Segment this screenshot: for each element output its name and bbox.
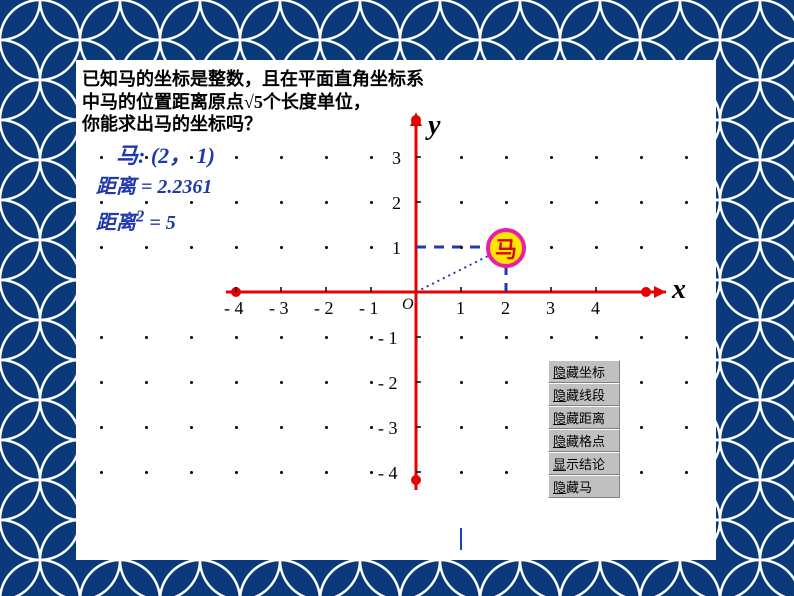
button-group: 隐藏坐标隐藏线段隐藏距离隐藏格点显示结论隐藏马 — [548, 360, 620, 498]
toggle-button-0[interactable]: 隐藏坐标 — [548, 360, 620, 383]
xtick: - 2 — [314, 298, 334, 319]
origin-label: O — [402, 296, 414, 314]
toggle-button-2[interactable]: 隐藏距离 — [548, 406, 620, 429]
x-axis-label: x — [672, 274, 686, 306]
ytick: 3 — [392, 148, 401, 169]
toggle-button-1[interactable]: 隐藏线段 — [548, 383, 620, 406]
ytick: - 3 — [378, 418, 398, 439]
xtick: 2 — [501, 298, 510, 319]
ytick: 2 — [392, 193, 401, 214]
xtick: 4 — [591, 298, 600, 319]
xtick: 3 — [546, 298, 555, 319]
xtick: - 3 — [269, 298, 289, 319]
toggle-button-3[interactable]: 隐藏格点 — [548, 429, 620, 452]
ytick: - 2 — [378, 373, 398, 394]
ytick: - 4 — [378, 463, 398, 484]
xtick: - 1 — [359, 298, 379, 319]
toggle-button-5[interactable]: 隐藏马 — [548, 475, 620, 498]
toggle-button-4[interactable]: 显示结论 — [548, 452, 620, 475]
content-panel: 已知马的坐标是整数，且在平面直角坐标系 中马的位置距离原点√5个长度单位， 你能… — [76, 60, 716, 560]
ytick: 1 — [392, 238, 401, 259]
ytick: - 1 — [378, 328, 398, 349]
coordinate-plane — [76, 60, 716, 560]
xtick: - 4 — [224, 298, 244, 319]
text-cursor — [460, 528, 462, 550]
xtick: 1 — [456, 298, 465, 319]
y-axis-label: y — [428, 110, 440, 142]
horse-marker-text: 马 — [495, 232, 517, 264]
horse-marker[interactable]: 马 — [486, 228, 526, 268]
